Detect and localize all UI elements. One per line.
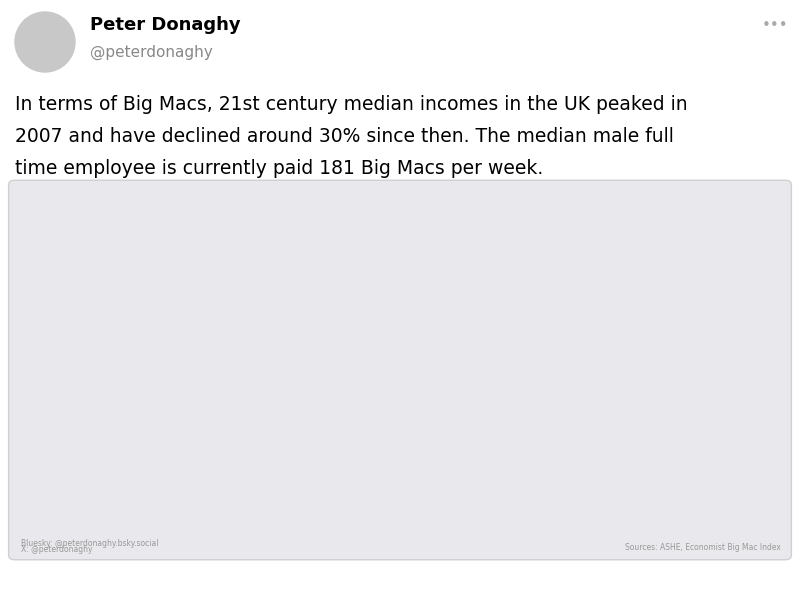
Text: X: @peterdonaghy: X: @peterdonaghy — [22, 545, 93, 554]
Text: Sources: ASHE, Economist Big Mac Index: Sources: ASHE, Economist Big Mac Index — [625, 543, 781, 552]
Text: Bluesky: @peterdonaghy.bsky.social: Bluesky: @peterdonaghy.bsky.social — [22, 539, 159, 548]
Title: Male median weekly full time incomes divided by the average price of a Big Mac (: Male median weekly full time incomes div… — [175, 192, 653, 203]
Circle shape — [15, 12, 75, 72]
Text: @peterdonaghy: @peterdonaghy — [90, 45, 213, 59]
Text: 2007 and have declined around 30% since then. The median male full: 2007 and have declined around 30% since … — [15, 127, 674, 146]
Text: •••: ••• — [762, 17, 788, 33]
Text: In terms of Big Macs, 21st century median incomes in the UK peaked in: In terms of Big Macs, 21st century media… — [15, 95, 688, 114]
Text: Peter Donaghy: Peter Donaghy — [90, 16, 241, 34]
Text: time employee is currently paid 181 Big Macs per week.: time employee is currently paid 181 Big … — [15, 159, 543, 178]
